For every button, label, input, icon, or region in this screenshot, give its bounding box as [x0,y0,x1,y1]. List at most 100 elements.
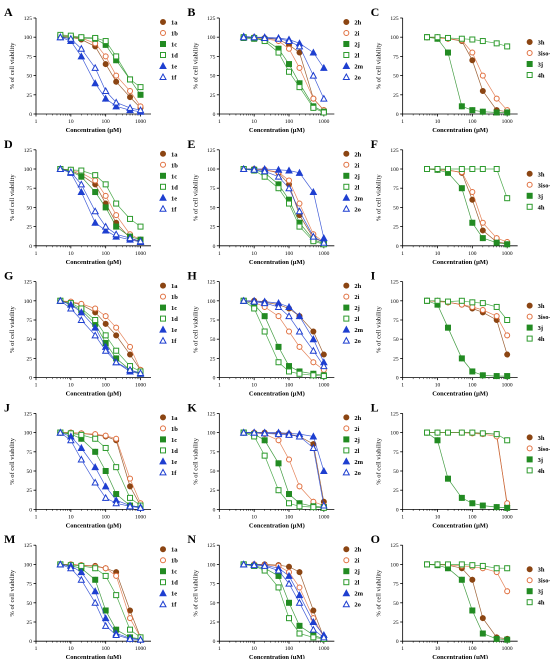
series-line [243,564,324,640]
data-point [310,328,317,335]
data-point [239,33,248,41]
legend-marker [343,161,350,168]
data-point [127,94,134,101]
data-point [286,599,293,606]
data-point [239,164,248,172]
data-point [92,34,99,41]
data-point [320,362,328,370]
legend-label: 2o [354,75,361,82]
data-point [434,561,441,568]
data-point [424,561,431,568]
data-point [310,634,317,641]
legend-label: 2h [354,547,361,554]
data-point [493,303,500,310]
legend-label: 3h [538,40,545,47]
data-point [469,36,476,43]
panel-letter: M [4,532,15,546]
data-point [275,584,282,591]
panel-d: D % of cell viability 0 25 50 75 100 125 1 10 100 1… [4,137,178,266]
series-4h: 4h [424,166,545,211]
data-point [286,45,293,52]
y-tick-label: 100 [207,562,216,568]
series-4h: 4h [424,429,545,475]
data-point [493,313,500,320]
data-point [310,504,317,511]
legend-marker [160,41,166,47]
legend-marker [526,61,533,67]
data-point [77,315,86,323]
y-tick-label: 25 [27,356,33,362]
series-2j: 2j [240,297,360,379]
data-point [286,368,293,375]
panel-letter: N [187,532,196,546]
series-2j: 2j [240,429,360,511]
legend-marker [160,425,166,432]
data-point [101,346,110,354]
data-point [286,177,293,184]
y-axis-label: % of cell viability [9,437,16,485]
x-tick-label: 100 [468,383,477,389]
legend-label: 2h [354,20,361,27]
data-point [78,431,85,438]
x-axis-label: Concentration (μM) [249,654,305,659]
panel-f: F % of cell viability 0 25 50 75 100 125 1 10 100 1… [371,137,550,266]
data-point [296,569,303,576]
data-point [275,185,282,192]
y-tick-label: 25 [210,356,216,362]
legend-label: 2h [354,415,361,422]
y-tick-label: 0 [213,639,216,645]
x-tick-label: 100 [468,251,477,257]
data-point [469,49,476,56]
x-tick-label: 1 [35,383,38,389]
data-point [127,615,134,622]
data-point [286,363,293,370]
data-point [91,79,100,87]
data-point [92,317,99,323]
data-point [78,34,85,41]
x-tick-label: 1000 [318,646,329,652]
x-axis-label: Concentration (μM) [66,127,122,134]
data-point [92,576,99,583]
data-point [469,607,476,614]
x-tick-label: 1000 [135,646,146,652]
legend-marker [160,315,166,322]
x-tick-label: 1 [218,251,221,257]
data-point [102,204,109,211]
x-axis-label: Concentration (μM) [249,391,305,398]
y-tick-label: 100 [207,167,216,173]
data-point [504,351,511,358]
data-point [469,107,476,114]
y-tick-label: 25 [393,93,399,99]
legend-marker [342,589,351,597]
data-point [286,615,293,622]
legend-marker [526,203,533,210]
y-tick-label: 75 [210,54,216,60]
data-point [77,575,86,583]
data-point [136,503,145,511]
legend-label: 1b [171,162,178,169]
panel-e: E % of cell viability 0 25 50 75 100 125 1 10 100 1… [187,137,363,266]
legend-label: 2o [354,206,361,213]
legend-label: 1b [171,31,178,38]
data-point [444,324,451,331]
legend-marker [343,436,350,443]
panel-letter: I [371,269,376,283]
data-point [458,494,465,501]
data-point [56,296,65,304]
legend-label: 3iso-h [538,446,550,453]
data-point [424,429,431,436]
legend-label: 2j [354,42,359,49]
data-point [469,429,476,436]
legend-label: 1f [171,338,177,345]
legend-marker [526,467,533,474]
data-point [444,475,451,482]
data-point [113,435,120,442]
data-point [274,566,283,574]
data-point [113,212,120,219]
data-point [91,587,100,595]
data-point [296,630,303,637]
legend-marker [343,30,350,36]
panel-h: H % of cell viability 0 25 50 75 100 125 1 10 100 1… [187,269,363,398]
y-tick-label: 0 [29,244,32,250]
data-point [78,562,85,569]
